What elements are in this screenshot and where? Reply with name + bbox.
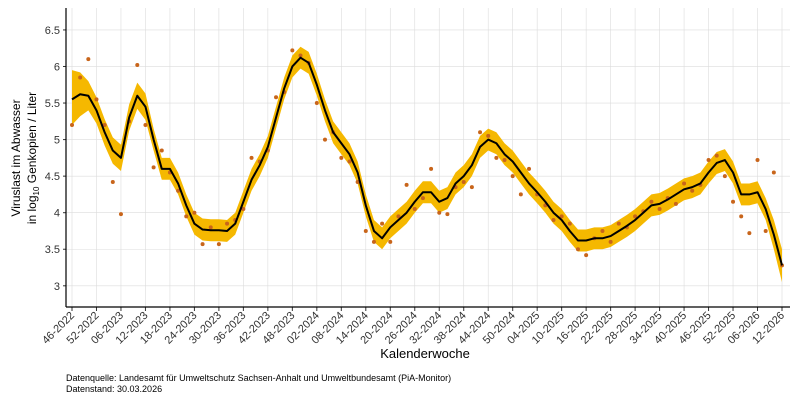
data-point [216, 242, 221, 247]
y-tick-label: 3.5 [45, 244, 60, 256]
data-point [739, 214, 744, 219]
data-point [469, 185, 474, 190]
data-point [608, 239, 613, 244]
y-label-sub: 10 [32, 186, 41, 195]
data-point [600, 228, 605, 233]
data-point [722, 174, 727, 179]
data-point [363, 228, 368, 233]
data-point [380, 221, 385, 226]
data-point [673, 201, 678, 206]
confidence-band [72, 46, 782, 283]
data-point [551, 218, 556, 223]
data-point [404, 182, 409, 187]
data-point [486, 133, 491, 138]
data-point [649, 199, 654, 204]
data-point [388, 239, 393, 244]
data-point [118, 212, 123, 217]
data-point [559, 214, 564, 219]
y-tick-label: 5 [54, 135, 60, 147]
data-point [102, 122, 107, 127]
data-point [371, 239, 376, 244]
data-point [249, 155, 254, 160]
data-point [355, 179, 360, 184]
y-label-part: in log [25, 195, 39, 224]
data-point [396, 214, 401, 219]
data-point [290, 48, 295, 53]
data-point [731, 199, 736, 204]
data-point [657, 207, 662, 212]
grid [66, 8, 790, 307]
y-axis-label: in log10 Genkopien / Liter [25, 92, 41, 224]
data-point [494, 155, 499, 160]
data-point [339, 155, 344, 160]
data-point [706, 158, 711, 163]
data-point [94, 97, 99, 102]
data-point [314, 101, 319, 106]
data-point [70, 122, 74, 127]
data-point [225, 221, 230, 226]
y-axis-label: Viruslast im Abwasser [9, 99, 23, 216]
data-point [412, 207, 417, 212]
data-point [714, 153, 719, 158]
data-point [747, 231, 752, 236]
y-tick-label: 5.5 [45, 98, 60, 110]
data-point [208, 225, 213, 230]
data-point [86, 57, 91, 62]
data-point [420, 196, 425, 201]
data-point [527, 166, 532, 171]
data-point [78, 75, 83, 80]
footnote: Datenstand: 30.03.2026 [66, 384, 162, 394]
data-point [151, 165, 156, 170]
data-point [322, 137, 327, 142]
data-point [192, 210, 197, 215]
data-point [478, 130, 483, 135]
data-point [143, 122, 148, 127]
data-point [510, 174, 515, 179]
x-axis-label: Kalenderwoche [380, 346, 470, 361]
y-tick-label: 4 [54, 208, 60, 220]
data-point [135, 63, 140, 68]
data-point [437, 210, 442, 215]
data-point [110, 179, 115, 184]
data-point [502, 158, 507, 163]
footnote: Datenquelle: Landesamt für Umweltschutz … [66, 373, 451, 383]
data-point [567, 221, 572, 226]
y-tick-label: 3 [54, 281, 60, 293]
data-point [298, 53, 303, 58]
data-point [763, 228, 768, 233]
data-point [159, 148, 164, 153]
data-point [682, 181, 687, 186]
data-point [575, 247, 580, 252]
data-point [200, 242, 205, 247]
data-point [176, 188, 181, 193]
data-point [584, 253, 589, 258]
data-point [429, 166, 434, 171]
data-point [461, 179, 466, 184]
y-tick-label: 6 [54, 61, 60, 73]
data-point [633, 214, 638, 219]
data-point [184, 214, 189, 219]
data-point [347, 159, 352, 164]
data-point [755, 158, 760, 163]
data-point [518, 192, 523, 197]
y-tick-label: 4.5 [45, 171, 60, 183]
data-point [241, 207, 246, 212]
data-point [616, 221, 621, 226]
data-point [690, 188, 695, 193]
y-tick-label: 6.5 [45, 25, 60, 37]
y-label-part: Genkopien / Liter [25, 92, 39, 187]
data-point [445, 212, 450, 217]
trend-line [71, 56, 783, 266]
data-point [771, 170, 776, 175]
data-point [274, 95, 279, 100]
